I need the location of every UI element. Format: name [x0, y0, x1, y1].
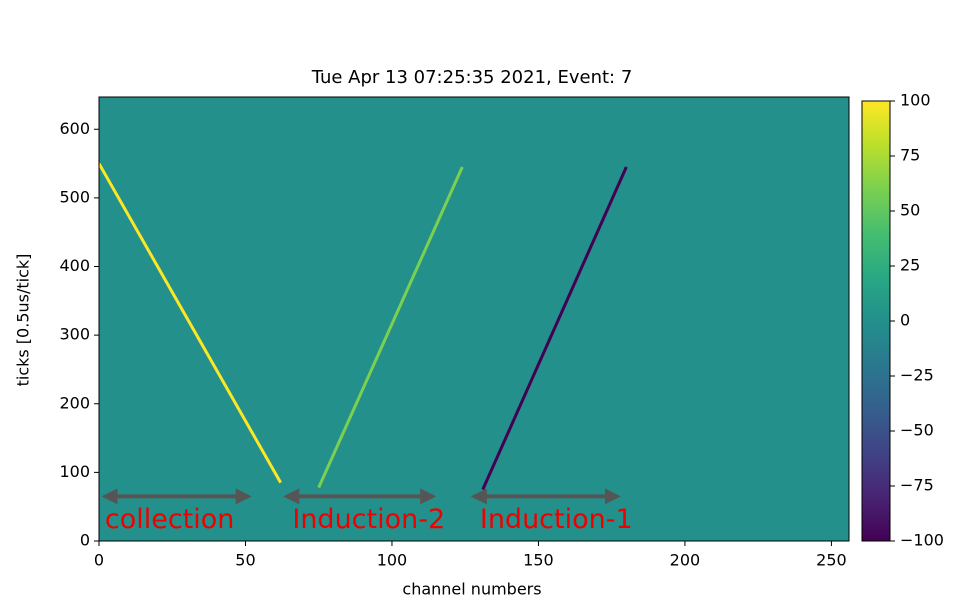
- colorbar-tick-label: 0: [900, 311, 910, 330]
- colorbar-tick-label: 100: [900, 91, 931, 110]
- colorbar-tick-label: −100: [900, 531, 944, 550]
- y-tick-label: 100: [59, 462, 90, 481]
- y-tick-label: 400: [59, 256, 90, 275]
- colorbar-tick-label: 75: [900, 146, 920, 165]
- x-tick-label: 150: [523, 551, 554, 570]
- colorbar: [862, 101, 890, 541]
- y-tick-label: 200: [59, 393, 90, 412]
- chart-title: Tue Apr 13 07:25:35 2021, Event: 7: [311, 67, 633, 88]
- heatmap-background: [99, 97, 849, 541]
- chart: Tue Apr 13 07:25:35 2021, Event: 7 chann…: [0, 0, 960, 603]
- x-tick-label: 50: [235, 551, 255, 570]
- y-tick-label: 600: [59, 119, 90, 138]
- colorbar-tick-label: −50: [900, 421, 934, 440]
- annotation: collection: [105, 504, 235, 535]
- x-tick-label: 250: [816, 551, 847, 570]
- annotation: Induction-2: [292, 504, 445, 535]
- x-axis-label: channel numbers: [402, 580, 541, 599]
- y-tick-label: 500: [59, 187, 90, 206]
- x-tick-label: 0: [94, 551, 104, 570]
- colorbar-tick-label: −75: [900, 476, 934, 495]
- colorbar-tick-label: 50: [900, 201, 920, 220]
- y-axis-label: ticks [0.5us/tick]: [14, 254, 33, 387]
- annotation: Induction-1: [480, 504, 633, 535]
- y-tick-label: 300: [59, 325, 90, 344]
- x-tick-label: 100: [377, 551, 408, 570]
- colorbar-tick-label: 25: [900, 256, 920, 275]
- x-tick-label: 200: [670, 551, 701, 570]
- colorbar-tick-label: −25: [900, 366, 934, 385]
- y-tick-label: 0: [80, 531, 90, 550]
